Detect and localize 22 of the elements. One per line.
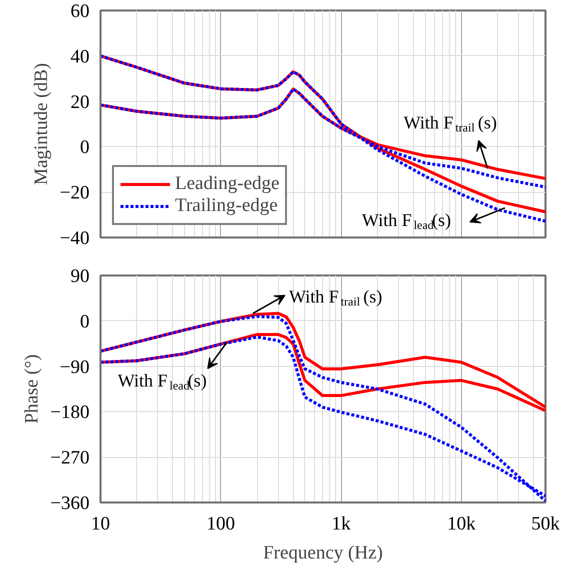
- x-tick-label: 1k: [332, 514, 352, 534]
- y-tick-label: −40: [60, 228, 90, 249]
- y-tick-label: 0: [80, 137, 90, 158]
- x-axis-title: Frequency (Hz): [263, 542, 383, 564]
- y-tick-label: 20: [70, 92, 90, 113]
- y-tick-label: −360: [50, 493, 90, 514]
- y-tick-label: −20: [60, 182, 90, 204]
- x-tick-label: 50k: [531, 514, 560, 534]
- y-tick-label: 90: [70, 266, 90, 287]
- y-tick-label: 60: [70, 1, 90, 22]
- legend-label: Trailing-edge: [175, 195, 278, 217]
- y-tick-label: −180: [50, 402, 90, 424]
- y-tick-label: 0: [80, 311, 90, 332]
- y-axis-title: Magintude (dB): [30, 63, 52, 185]
- x-tick-label: 100: [206, 514, 236, 534]
- x-tick-label: 10: [91, 514, 110, 534]
- y-tick-label: 40: [70, 46, 90, 68]
- x-tick-label: 10k: [447, 514, 476, 534]
- y-tick-label: −270: [50, 448, 90, 469]
- y-tick-label: −90: [60, 356, 90, 378]
- y-axis-title: Phase (°): [21, 354, 42, 424]
- legend-label: Leading-edge: [175, 173, 280, 195]
